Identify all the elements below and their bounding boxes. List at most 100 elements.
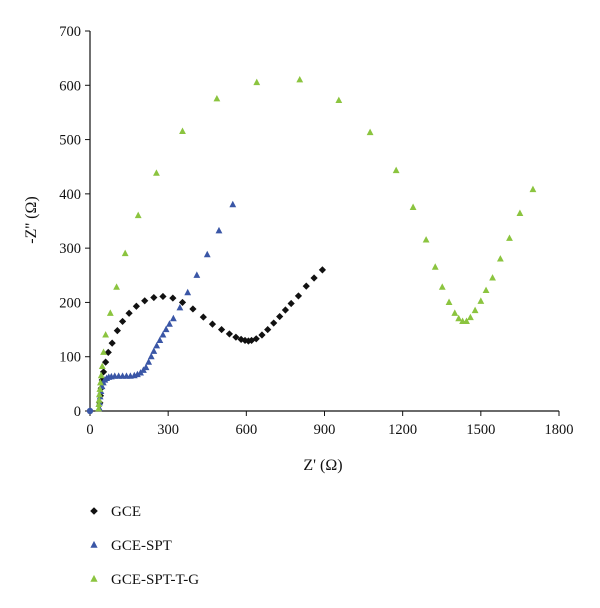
point-gce-spt xyxy=(159,331,167,338)
point-gce-spt-t-g xyxy=(95,404,102,412)
point-gce-spt xyxy=(169,314,177,322)
point-gce xyxy=(113,327,121,335)
data-points xyxy=(86,75,537,415)
point-gce xyxy=(118,317,127,326)
point-gce xyxy=(287,299,295,308)
point-gce xyxy=(270,319,278,327)
point-gce xyxy=(108,339,116,347)
point-gce-spt-t-g xyxy=(482,286,490,294)
y-axis-label: -Z'' (Ω) xyxy=(23,196,40,243)
point-gce-spt xyxy=(176,303,184,311)
point-gce xyxy=(189,305,197,313)
point-gce-spt-t-g xyxy=(296,75,304,83)
x-tick-label: 1800 xyxy=(545,422,574,438)
point-gce xyxy=(132,302,140,310)
point-gce-spt-t-g xyxy=(366,128,374,136)
point-gce xyxy=(98,376,106,384)
point-gce-spt-t-g xyxy=(471,306,479,314)
point-gce-spt-t-g xyxy=(253,78,261,86)
point-gce xyxy=(237,335,245,343)
point-gce-spt-t-g xyxy=(529,185,537,193)
point-gce-spt-t-g xyxy=(98,362,106,370)
point-gce-spt xyxy=(162,325,170,333)
point-gce-spt xyxy=(229,200,237,208)
point-gce-spt xyxy=(153,341,161,349)
point-gce-spt xyxy=(166,320,173,327)
legend-item-gce-spt: GCE-SPT xyxy=(90,538,172,554)
point-gce-spt-t-g xyxy=(409,203,417,210)
point-gce-spt-t-g xyxy=(463,317,470,324)
point-gce-spt-t-g xyxy=(102,331,110,338)
point-gce xyxy=(294,292,303,300)
point-gce-spt-t-g xyxy=(467,313,474,321)
point-gce xyxy=(150,293,158,302)
point-gce-spt-t-g xyxy=(445,298,453,305)
point-gce-spt xyxy=(203,250,211,258)
x-tick-label: 1500 xyxy=(466,422,495,438)
point-gce-spt-t-g xyxy=(438,283,446,290)
x-tick-label: 1200 xyxy=(388,422,417,438)
point-gce xyxy=(141,297,149,305)
y-tick-label: 600 xyxy=(59,78,81,94)
point-gce-spt-t-g xyxy=(113,283,120,290)
legend: GCE GCE-SPT GCE-SPT-T-G xyxy=(90,504,199,588)
point-gce-spt-t-g xyxy=(477,297,485,304)
point-gce-spt-t-g xyxy=(451,309,459,316)
point-gce xyxy=(276,312,284,321)
point-gce-spt-t-g xyxy=(134,211,142,219)
origin-marker xyxy=(86,407,94,415)
point-gce-spt-t-g xyxy=(97,378,104,386)
point-gce-spt-t-g xyxy=(455,314,463,322)
y-tick-label: 300 xyxy=(59,241,81,257)
point-gce-spt-t-g xyxy=(506,234,513,241)
x-axis-label: Z' (Ω) xyxy=(303,457,342,474)
point-gce xyxy=(199,313,207,321)
point-gce-spt-t-g xyxy=(335,96,343,104)
point-gce-spt-t-g xyxy=(489,274,496,281)
legend-label-gce-spt: GCE-SPT xyxy=(111,538,172,554)
point-gce-spt-t-g xyxy=(213,94,221,102)
point-gce xyxy=(318,266,327,274)
point-gce-spt-t-g xyxy=(96,385,104,392)
legend-item-gce: GCE xyxy=(90,504,141,520)
x-tick-label: 0 xyxy=(86,422,93,438)
point-gce xyxy=(125,309,133,317)
point-gce xyxy=(264,325,272,334)
legend-item-gce-spt-t-g: GCE-SPT-T-G xyxy=(90,572,199,588)
point-gce-spt xyxy=(147,352,155,360)
point-gce-spt xyxy=(156,336,164,343)
point-gce-spt xyxy=(145,358,153,365)
point-gce-spt-t-g xyxy=(422,236,430,243)
x-tick-label: 600 xyxy=(235,422,257,438)
y-tick-label: 400 xyxy=(59,187,81,203)
legend-label-gce: GCE xyxy=(111,504,141,520)
point-gce xyxy=(241,336,249,345)
point-gce-spt xyxy=(150,347,158,354)
point-gce-spt-t-g xyxy=(516,209,524,216)
y-tick-label: 700 xyxy=(59,24,81,40)
point-gce-spt-t-g xyxy=(95,390,103,398)
point-gce-spt-t-g xyxy=(100,348,107,355)
point-gce-spt-t-g xyxy=(392,166,400,174)
point-gce xyxy=(252,335,260,343)
point-gce xyxy=(208,320,217,328)
point-gce-spt-t-g xyxy=(179,127,186,134)
axes xyxy=(89,31,559,412)
point-gce xyxy=(232,333,240,341)
point-gce-spt-t-g xyxy=(121,249,129,257)
point-gce-spt-t-g xyxy=(95,400,103,408)
legend-marker-gce-spt-t-g xyxy=(90,574,98,582)
point-gce-spt-t-g xyxy=(496,255,504,262)
point-gce-spt xyxy=(193,271,201,278)
legend-label-gce-spt-t-g: GCE-SPT-T-G xyxy=(111,572,199,588)
legend-marker-gce xyxy=(90,507,98,515)
point-gce-spt-t-g xyxy=(106,309,114,316)
y-tick-label: 100 xyxy=(59,350,81,366)
point-gce xyxy=(178,298,187,307)
point-gce xyxy=(258,331,266,339)
x-tick-label: 300 xyxy=(157,422,179,438)
point-gce xyxy=(102,358,110,366)
point-gce xyxy=(225,330,233,338)
point-gce xyxy=(104,348,112,356)
